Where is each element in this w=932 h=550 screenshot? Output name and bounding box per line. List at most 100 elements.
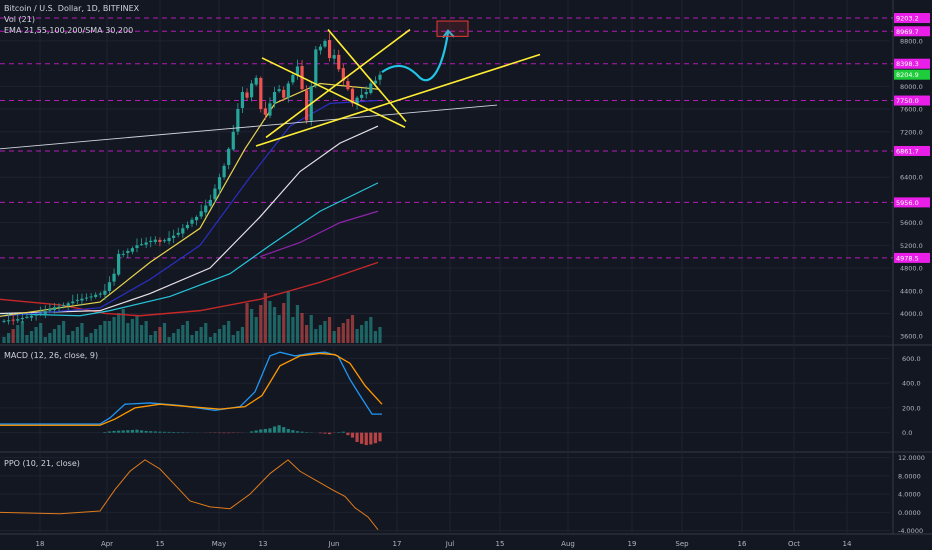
volume-bar [213, 333, 217, 343]
macd-histogram-bar [153, 431, 157, 433]
volume-bar [305, 325, 309, 343]
volume-bar [217, 329, 222, 343]
candle-body [373, 80, 378, 84]
macd-histogram-bar [259, 429, 263, 433]
volume-bar [259, 305, 263, 343]
time-axis[interactable]: 18 Apr 15 May 13 Jun 17 Jul 15 Aug 19 Sep 16 Oct 14 [36, 540, 852, 548]
projection-arrow [381, 32, 450, 82]
candle-body [66, 303, 70, 306]
volume-bar [107, 321, 112, 343]
volume-bar [277, 315, 281, 343]
candle-body [52, 307, 57, 311]
volume-bar [373, 331, 378, 343]
candle-body [11, 319, 15, 321]
volume-bar [6, 333, 11, 343]
volume-bar [75, 327, 79, 343]
candle-body [43, 311, 47, 314]
macd-histogram-bar [112, 430, 116, 433]
volume-bar [62, 321, 66, 343]
candle-body [250, 83, 254, 98]
current-price-label: 8204.9 [896, 71, 919, 79]
ema200-line [0, 182, 379, 317]
candle-body [341, 68, 345, 81]
volume-bar [162, 323, 167, 343]
macd-histogram-bar [282, 427, 286, 433]
candle-body [327, 40, 332, 58]
time-axis-label: Jun [328, 540, 340, 548]
volume-bar [341, 323, 345, 343]
candle-body [121, 253, 125, 255]
volume-bar [318, 325, 322, 343]
candle-body [337, 54, 341, 70]
price-axis[interactable]: 8800.0 8000.0 7600.0 7200.0 6400.0 5600.0 5200… [898, 37, 925, 535]
volume-bar [103, 321, 107, 343]
volume-bar [135, 315, 139, 343]
candle-body [126, 251, 130, 253]
macd-histogram-bar [130, 429, 134, 433]
signal-line [0, 352, 383, 426]
macd-histogram-bar [126, 430, 130, 433]
time-axis-label: 15 [156, 540, 165, 548]
volume-bar [167, 337, 171, 343]
macd-tick-label: 400.0 [902, 380, 921, 388]
time-axis-label: 17 [393, 540, 402, 548]
candle-body [6, 320, 11, 322]
horizontal-levels[interactable]: 9203.2 8969.7 8398.3 7750.0 6861.7 5956.0 4978… [0, 13, 930, 263]
candle-body [282, 89, 286, 98]
candle-body [286, 83, 290, 98]
price-tick-label: 6400.0 [900, 174, 923, 182]
price-tick-label: 5600.0 [900, 219, 923, 227]
macd-histogram-bar [350, 432, 355, 438]
macd-histogram-bar [323, 432, 327, 434]
macd-histogram-bar [360, 432, 364, 444]
drawings[interactable] [0, 20, 541, 150]
time-axis-label: Aug [561, 540, 575, 548]
volume-bar [282, 303, 286, 343]
macd-histogram-bar [277, 425, 281, 433]
candle-body [332, 55, 336, 59]
time-axis-label: 13 [259, 540, 268, 548]
candle-body [217, 177, 222, 190]
volume-bar [89, 333, 93, 343]
candle-body [272, 92, 277, 104]
volume-bar [172, 333, 176, 343]
volume-bar [227, 321, 231, 343]
level-label: 4978.5 [896, 254, 919, 262]
level-label: 6861.7 [896, 147, 919, 155]
time-axis-label: Sep [675, 540, 689, 548]
sma30-line [259, 210, 379, 258]
volume-bar [295, 305, 300, 343]
ppo-tick-label: 12.0000 [898, 454, 925, 462]
descending-trendline [261, 57, 406, 128]
candle-body [130, 248, 134, 252]
volume-bar [20, 321, 24, 343]
volume-bar [112, 317, 116, 343]
macd-histogram-bar [300, 431, 304, 433]
candle-body [94, 294, 98, 297]
candle-body [245, 92, 249, 98]
volume-bar [181, 325, 185, 343]
macd-histogram-bar [291, 430, 295, 433]
volume-bar [332, 331, 336, 343]
macd-histogram-bar [144, 430, 148, 433]
volume-bar [25, 335, 29, 343]
time-axis-label: Oct [788, 540, 800, 548]
candle-body [34, 314, 38, 316]
level-badge [894, 252, 930, 263]
candle-body [149, 240, 153, 243]
macd-histogram-bar [139, 430, 144, 433]
volume-bar [57, 325, 61, 343]
ema100-line [0, 125, 379, 315]
ppo-line [0, 459, 379, 531]
candle-body [25, 316, 29, 318]
macd-histogram-bar [167, 431, 171, 433]
candle-body [98, 293, 102, 295]
macd-histogram-bar [103, 432, 107, 433]
volume-legend: Vol (21) [4, 15, 35, 24]
volume-bar [149, 335, 153, 343]
level-label: 8398.3 [896, 60, 919, 68]
level-badge [894, 197, 930, 208]
volume-bar [66, 335, 70, 343]
volume-bar [144, 321, 148, 343]
